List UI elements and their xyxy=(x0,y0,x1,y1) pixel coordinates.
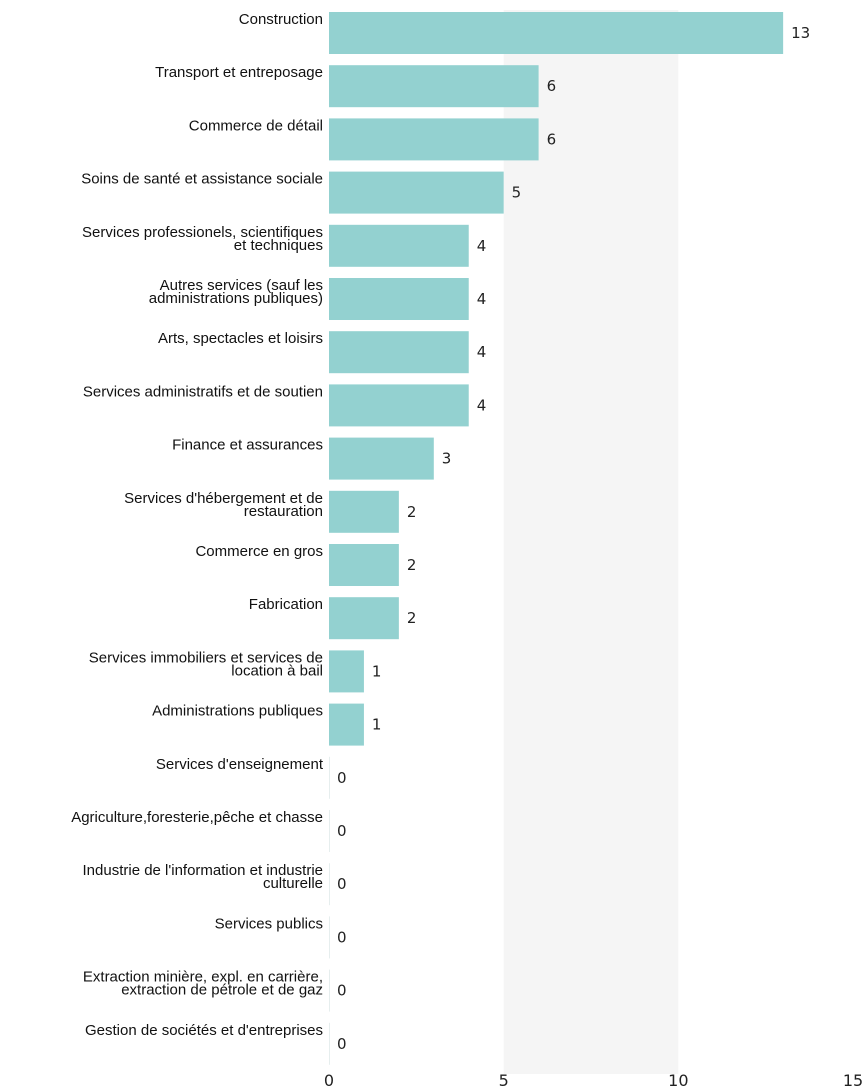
bar xyxy=(329,544,399,586)
x-tick-label: 5 xyxy=(499,1071,509,1086)
category-label: Services immobiliers et services de locat… xyxy=(89,649,323,679)
category-label: Industrie de l'information et industrie c… xyxy=(83,862,324,892)
bar xyxy=(329,756,330,799)
bar xyxy=(329,1022,330,1065)
category-label: Fabrication xyxy=(249,596,323,613)
background-band xyxy=(503,10,679,1074)
value-labels: 13 6 6 5 4 4 4 4 3 2 2 2 1 1 0 0 0 0 0 0 xyxy=(337,24,810,1053)
bar xyxy=(329,224,469,267)
bar xyxy=(329,490,399,533)
data-label: 4 xyxy=(477,290,487,308)
bar xyxy=(329,437,434,480)
data-label: 4 xyxy=(477,237,487,255)
category-label: Services d'enseignement xyxy=(156,756,324,773)
category-label: Services administratifs et de soutien xyxy=(83,383,323,400)
bar xyxy=(329,597,399,640)
x-tick-label: 10 xyxy=(668,1071,688,1086)
category-label: Autres services (sauf les administrations… xyxy=(149,277,323,307)
x-tick-label: 0 xyxy=(324,1071,334,1086)
category-labels: Construction Transport et entreposage Comm… xyxy=(71,11,324,1039)
bar xyxy=(329,916,330,959)
bar xyxy=(329,863,330,906)
data-label: 1 xyxy=(372,662,382,680)
bar xyxy=(329,171,504,214)
data-label: 4 xyxy=(477,343,487,361)
data-label: 2 xyxy=(407,503,417,521)
bar xyxy=(329,969,330,1012)
bar xyxy=(329,384,469,427)
data-label: 0 xyxy=(337,982,347,1000)
category-label: Commerce de détail xyxy=(189,117,323,134)
category-label: Transport et entreposage xyxy=(155,64,323,81)
bar xyxy=(329,331,469,374)
data-label: 3 xyxy=(442,450,452,468)
bar xyxy=(329,65,539,108)
background-bands xyxy=(503,10,679,1074)
data-label: 5 xyxy=(512,184,522,202)
bar xyxy=(329,278,469,320)
data-label: 4 xyxy=(477,396,487,414)
x-axis-ticks: 0 5 10 15 xyxy=(324,1071,863,1086)
data-label: 2 xyxy=(407,609,417,627)
category-label: Services professionels, scientifiques et … xyxy=(82,224,323,254)
data-label: 0 xyxy=(337,875,347,893)
category-label: Services d'hébergement et de restauration xyxy=(124,490,323,520)
bar xyxy=(329,650,364,693)
data-label: 0 xyxy=(337,928,347,946)
x-tick-label: 15 xyxy=(843,1071,863,1086)
category-label: Construction xyxy=(239,11,323,28)
bar xyxy=(329,703,364,746)
bar xyxy=(329,118,539,161)
category-label: Arts, spectacles et loisirs xyxy=(158,330,323,347)
data-label: 0 xyxy=(337,822,347,840)
data-label: 0 xyxy=(337,1035,347,1053)
bar xyxy=(329,810,330,852)
data-label: 13 xyxy=(791,24,810,42)
bars-group xyxy=(329,12,784,1065)
data-label: 6 xyxy=(547,130,557,148)
category-label: Commerce en gros xyxy=(195,543,323,560)
category-label: Administrations publiques xyxy=(152,703,323,720)
data-label: 1 xyxy=(372,716,382,734)
data-label: 0 xyxy=(337,769,347,787)
category-label: Agriculture,foresterie,pêche et chasse xyxy=(71,809,323,826)
category-label: Gestion de sociétés et d'entreprises xyxy=(85,1022,323,1039)
bar xyxy=(329,12,784,54)
category-label: Services publics xyxy=(215,915,323,932)
category-label: Finance et assurances xyxy=(172,437,323,454)
category-label: Soins de santé et assistance sociale xyxy=(81,171,323,188)
data-label: 6 xyxy=(547,77,557,95)
data-label: 2 xyxy=(407,556,417,574)
category-label: Extraction minière, expl. en carrière, ex… xyxy=(83,969,323,999)
